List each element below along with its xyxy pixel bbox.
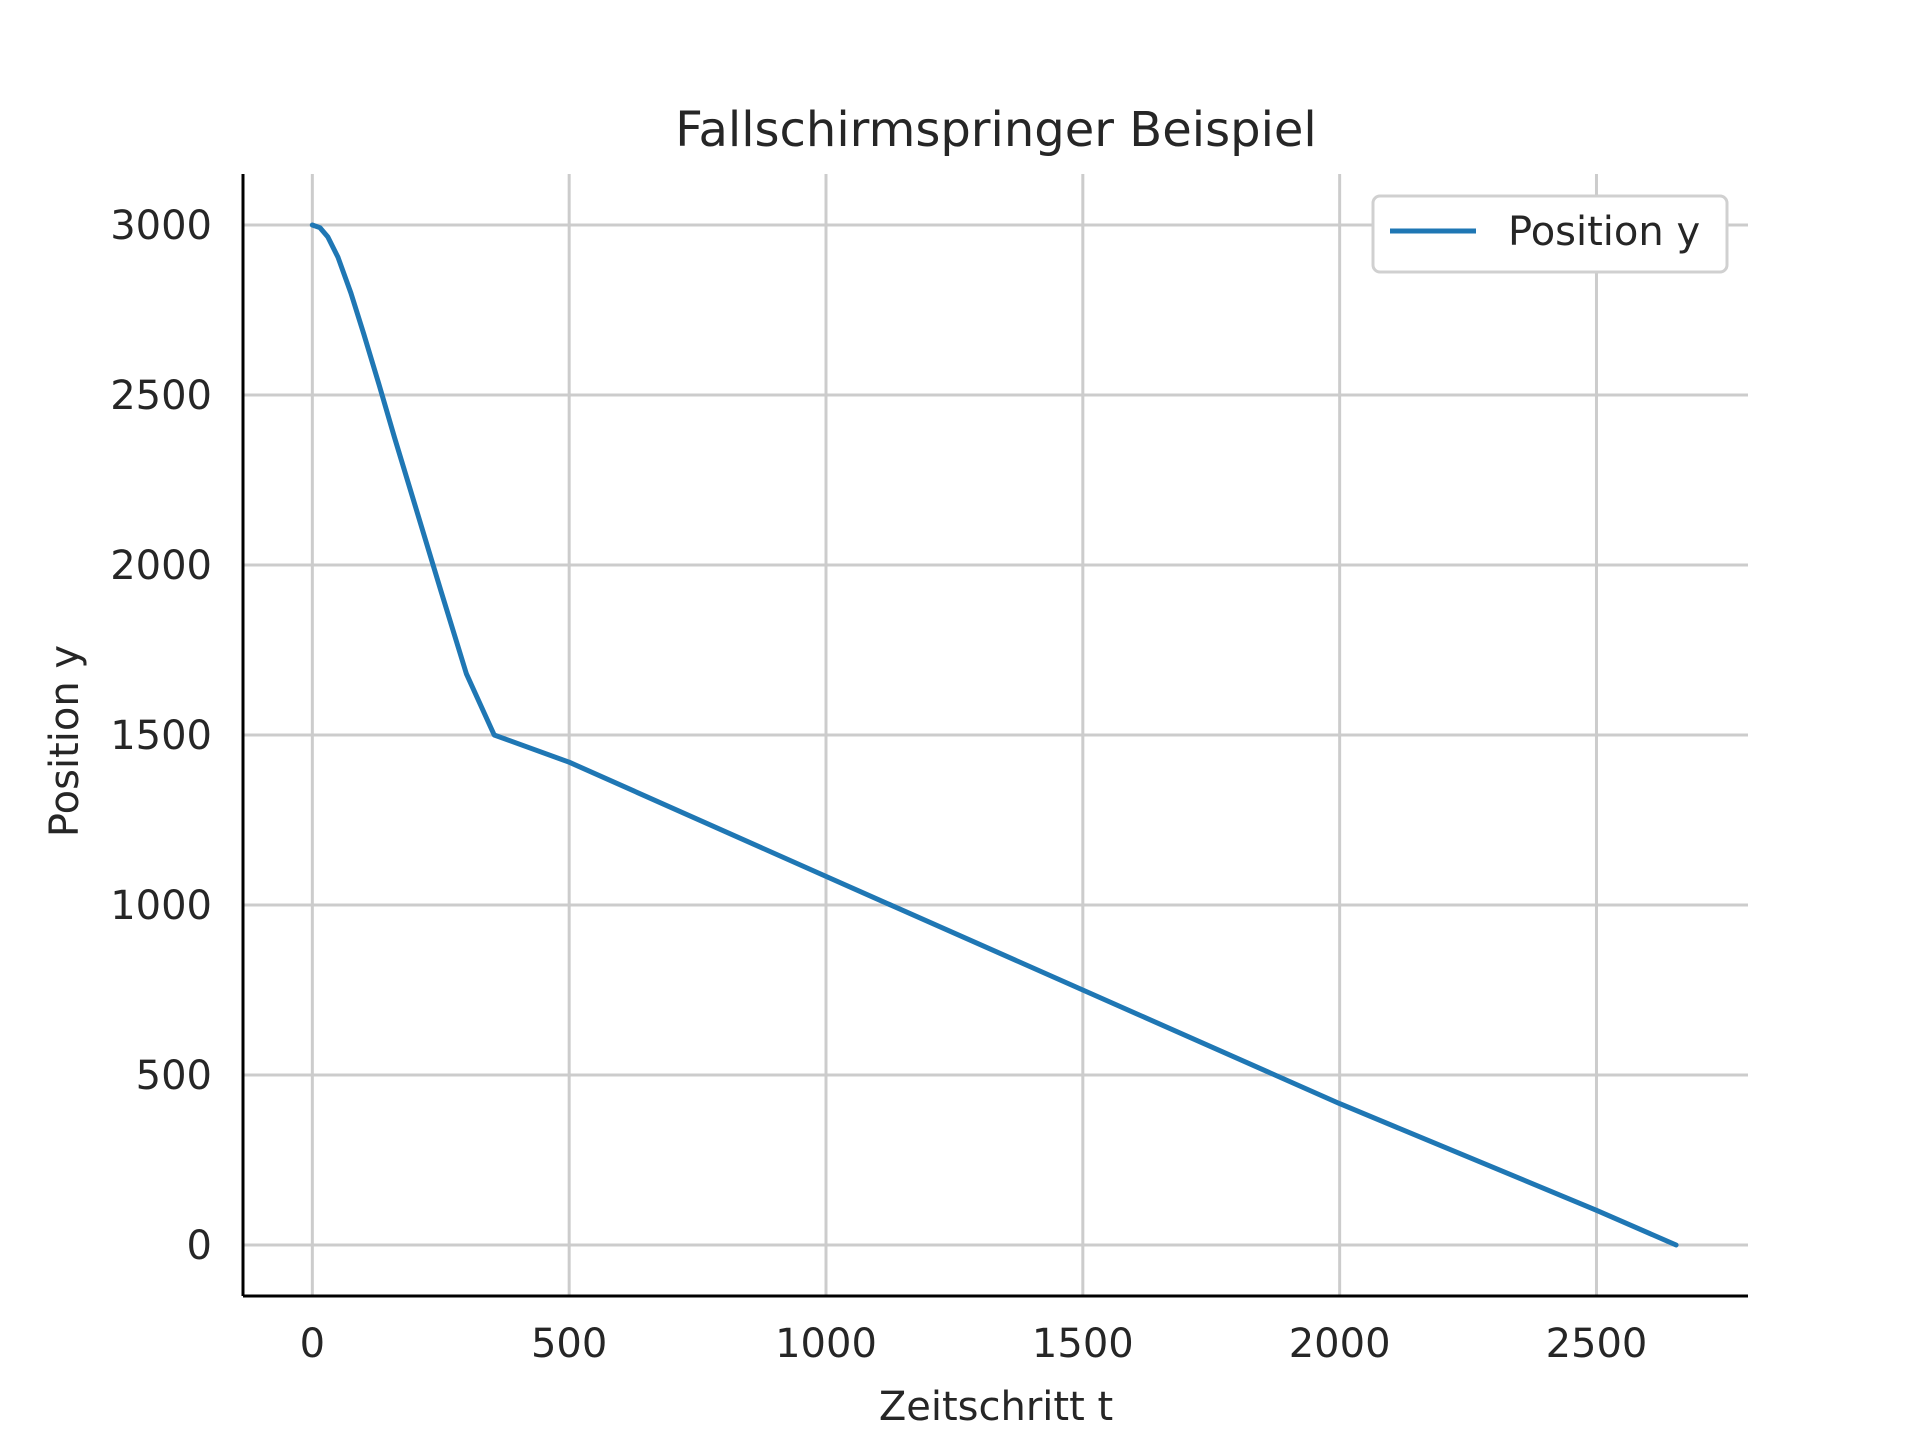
y-tick-label: 1500 xyxy=(110,713,212,759)
legend-label: Position y xyxy=(1508,209,1700,255)
x-axis-label: Zeitschritt t xyxy=(879,1384,1113,1430)
y-tick-label: 3000 xyxy=(110,203,212,249)
series-lines xyxy=(309,222,1679,1248)
legend-box xyxy=(1371,194,1729,274)
tick-labels: 0 500 1000 1500 2000 2500 0 500 1000 1500 2000 2500… xyxy=(110,203,1647,1367)
legend[interactable]: Position y xyxy=(1371,194,1729,274)
chart-title: Fallschirmspringer Beispiel xyxy=(675,102,1317,158)
y-tick-label: 2500 xyxy=(110,373,212,419)
x-tick-label: 2000 xyxy=(1289,1321,1391,1367)
y-tick-label: 500 xyxy=(136,1053,212,1099)
y-tick-label: 0 xyxy=(187,1223,212,1269)
y-tick-label: 1000 xyxy=(110,883,212,929)
x-tick-label: 1500 xyxy=(1032,1321,1134,1367)
x-tick-label: 2500 xyxy=(1546,1321,1648,1367)
y-axis-label: Position y xyxy=(42,645,88,837)
x-tick-label: 0 xyxy=(300,1321,325,1367)
grid xyxy=(243,174,1748,1296)
x-tick-label: 500 xyxy=(531,1321,607,1367)
axes xyxy=(241,174,1748,1298)
y-tick-label: 2000 xyxy=(110,543,212,589)
x-tick-label: 1000 xyxy=(775,1321,877,1367)
series-line-position-y xyxy=(309,222,1679,1248)
